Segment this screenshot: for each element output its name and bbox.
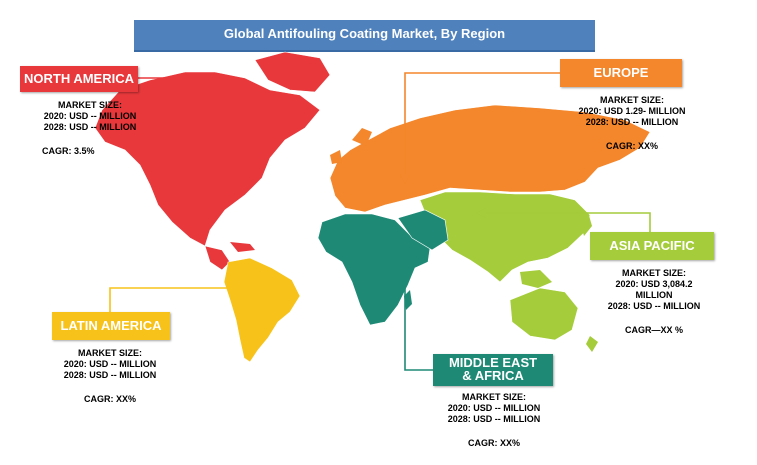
- latin-america-stats: MARKET SIZE: 2020: USD -- MILLION 2028: …: [50, 348, 170, 405]
- north-america-label: NORTH AMERICA: [20, 66, 138, 92]
- chart-title: Global Antifouling Coating Market, By Re…: [134, 20, 595, 52]
- latin-america-leader-line: [109, 287, 240, 312]
- europe-cagr: CAGR: XX%: [605, 141, 658, 151]
- mea-cagr: CAGR: XX%: [467, 438, 520, 448]
- north-america-size-label: MARKET SIZE:: [58, 100, 122, 110]
- mea-leader-line: [404, 255, 433, 371]
- mea-2020: 2020: USD -- MILLION: [447, 403, 541, 413]
- north-america-arrow: [173, 186, 183, 196]
- asia-pacific-label: ASIA PACIFIC: [590, 232, 714, 260]
- europe-label: EUROPE: [560, 59, 682, 87]
- mea-stats: MARKET SIZE: 2020: USD -- MILLION 2028: …: [434, 392, 554, 449]
- europe-arrow: [400, 174, 410, 184]
- latin-america-2020: 2020: USD -- MILLION: [63, 359, 157, 369]
- asia-pacific-2020: 2020: USD 3,084.2: [615, 279, 693, 289]
- asia-pacific-stats: MARKET SIZE: 2020: USD 3,084.2 MILLION 2…: [594, 268, 714, 336]
- latin-america-2028: 2028: USD -- MILLION: [63, 370, 157, 380]
- mea-label: MIDDLE EAST & AFRICA: [433, 354, 553, 386]
- latin-america-arrow: [236, 283, 246, 293]
- europe-stats: MARKET SIZE: 2020: USD 1.29- MILLION 202…: [572, 95, 692, 152]
- mea-2028: 2028: USD -- MILLION: [447, 414, 541, 424]
- middle-east-africa-region: [317, 209, 449, 326]
- asia-pacific-2020-unit: MILLION: [635, 290, 673, 300]
- asia-pacific-cagr: CAGR—XX %: [624, 325, 683, 335]
- asia-pacific-region: [419, 191, 598, 352]
- latin-america-size-label: MARKET SIZE:: [78, 348, 142, 358]
- north-america-2020: 2020: USD -- MILLION: [43, 111, 137, 121]
- latin-america-region: [223, 257, 301, 363]
- asia-pacific-leader-line: [482, 212, 651, 232]
- mea-label-line1: MIDDLE EAST: [448, 355, 538, 370]
- asia-pacific-2028: 2028: USD -- MILLION: [607, 301, 701, 311]
- north-america-region: [94, 51, 331, 271]
- asia-pacific-arrow: [476, 208, 486, 218]
- europe-2028: 2028: USD -- MILLION: [585, 117, 679, 127]
- mea-label-line2: & AFRICA: [462, 368, 524, 383]
- europe-2020: 2020: USD 1.29- MILLION: [578, 106, 686, 116]
- north-america-stats: MARKET SIZE: 2020: USD -- MILLION 2028: …: [30, 100, 150, 157]
- asia-pacific-size-label: MARKET SIZE:: [622, 268, 686, 278]
- latin-america-label: LATIN AMERICA: [52, 312, 170, 340]
- north-america-cagr: CAGR: 3.5%: [42, 146, 95, 156]
- north-america-leader-line: [138, 77, 179, 190]
- mea-arrow: [400, 249, 410, 259]
- europe-size-label: MARKET SIZE:: [600, 95, 664, 105]
- latin-america-cagr: CAGR: XX%: [83, 394, 136, 404]
- europe-leader-line: [404, 72, 560, 178]
- north-america-2028: 2028: USD -- MILLION: [43, 122, 137, 132]
- mea-size-label: MARKET SIZE:: [462, 392, 526, 402]
